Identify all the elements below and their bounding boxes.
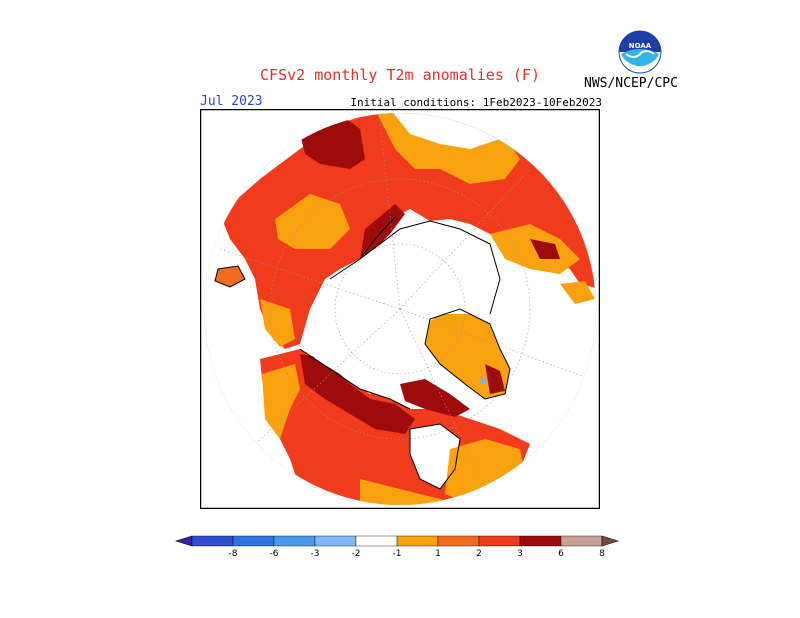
colorbar-segment [191, 535, 234, 547]
colorbar-label: -6 [270, 549, 279, 559]
cold-anomaly-spot [480, 378, 486, 384]
noaa-logo: NOAA [618, 30, 662, 74]
map-title: CFSv2 monthly T2m anomalies (F) [260, 66, 540, 84]
map-disk-outline [203, 112, 597, 506]
colorbar-label: 8 [599, 549, 605, 559]
colorbar-segment [273, 535, 316, 547]
colorbar-arrow-low [174, 535, 193, 547]
colorbar: -8 -6 -3 -2 -1 1 2 3 6 8 [174, 535, 620, 559]
colorbar-segment [519, 535, 562, 547]
colorbar-label: -8 [229, 549, 238, 559]
arctic-ocean [305, 221, 500, 394]
scandinavia-orange [275, 194, 350, 249]
arctic-islands-darkred [400, 379, 470, 417]
initial-conditions: Initial conditions: 1Feb2023-10Feb2023 [350, 96, 602, 109]
colorbar-segment [314, 535, 357, 547]
colorbar-segment [396, 535, 439, 547]
alaska-islands [560, 281, 595, 304]
far-east-darkred [530, 239, 560, 259]
europe-orange [260, 299, 295, 347]
colorbar-segments [174, 535, 620, 547]
colorbar-segment [232, 535, 275, 547]
colorbar-labels: -8 -6 -3 -2 -1 1 2 3 6 8 [229, 549, 606, 559]
colorbar-label: -1 [393, 549, 402, 559]
noaa-logo-text: NOAA [629, 42, 652, 50]
west-coast-orange [262, 364, 300, 439]
greenland-darkred [485, 364, 505, 394]
colorbar-segment [560, 535, 603, 547]
colorbar-label: 6 [558, 549, 564, 559]
organization-label: NWS/NCEP/CPC [584, 76, 678, 91]
colorbar-segment [355, 535, 398, 547]
forecast-month: Jul 2023 [200, 94, 263, 109]
colorbar-label: -2 [352, 549, 361, 559]
colorbar-segment [478, 535, 521, 547]
coastlines [214, 216, 511, 490]
canada-darkred [300, 354, 415, 434]
colorbar-label: 1 [435, 549, 441, 559]
map-graticule [219, 118, 591, 500]
anomaly-map [200, 109, 600, 509]
us-orange [360, 479, 460, 505]
colorbar-label: -3 [311, 549, 320, 559]
colorbar-label: 2 [476, 549, 482, 559]
colorbar-label: 3 [517, 549, 523, 559]
colorbar-segment [437, 535, 480, 547]
colorbar-arrow-high [601, 535, 620, 547]
iceland-island [215, 266, 245, 287]
